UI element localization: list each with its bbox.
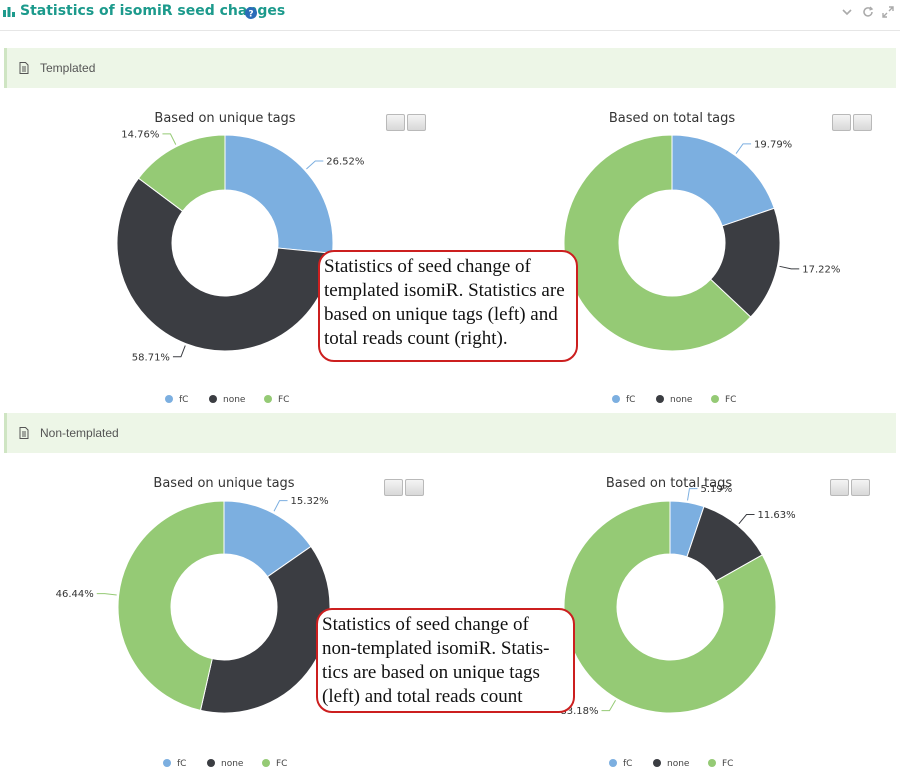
- legend-label: FC: [278, 395, 290, 405]
- section-label: Templated: [40, 61, 96, 75]
- donut-slice-fC[interactable]: [224, 134, 334, 254]
- legend-item-none[interactable]: none: [207, 759, 243, 769]
- donut-slice-FC[interactable]: [563, 134, 752, 352]
- data-label-connector: [601, 700, 616, 712]
- donut-slice-FC[interactable]: [117, 500, 225, 711]
- legend-item-none[interactable]: none: [656, 395, 692, 405]
- legend-label: fC: [177, 759, 187, 769]
- donut-slice-FC[interactable]: [563, 500, 777, 714]
- section-bar-non-templated[interactable]: Non-templated: [4, 413, 896, 453]
- donut-slice-FC[interactable]: [137, 134, 226, 212]
- legend-item-fC[interactable]: fC: [609, 759, 632, 769]
- bar-chart-icon: [2, 4, 16, 23]
- data-label-connector: [738, 514, 755, 525]
- data-label-connector: [687, 488, 698, 501]
- expand-icon[interactable]: [882, 5, 894, 23]
- legend-dot: [609, 759, 617, 767]
- donut-slice-none[interactable]: [116, 177, 334, 352]
- download-button[interactable]: [851, 479, 870, 496]
- data-label-connector: [273, 500, 288, 512]
- donut-chart: 15.32% 46.44%: [56, 496, 331, 714]
- chart-title: Based on unique tags: [154, 111, 296, 126]
- chart-title: Based on total tags: [605, 476, 733, 491]
- legend-dot: [708, 759, 716, 767]
- legend-dot: [711, 395, 719, 403]
- print-button[interactable]: [384, 479, 403, 496]
- legend-item-fC[interactable]: fC: [165, 395, 188, 405]
- data-label: 26.52%: [326, 156, 364, 167]
- legend-dot: [165, 395, 173, 403]
- legend-dot: [264, 395, 272, 403]
- legend-label: fC: [179, 395, 189, 405]
- legend-item-fC[interactable]: fC: [163, 759, 186, 769]
- annotation-callout: Statistics of seed change of non-templat…: [316, 608, 575, 713]
- document-icon: [19, 61, 29, 79]
- legend-dot: [207, 759, 215, 767]
- legend-item-none[interactable]: none: [209, 395, 245, 405]
- refresh-icon[interactable]: [862, 5, 874, 23]
- legend-label: fC: [623, 759, 633, 769]
- chart-title: Based on total tags: [608, 111, 736, 126]
- legend-item-FC[interactable]: FC: [264, 395, 289, 405]
- legend-item-FC[interactable]: FC: [708, 759, 733, 769]
- download-button[interactable]: [405, 479, 424, 496]
- legend-item-fC[interactable]: fC: [612, 395, 635, 405]
- svg-text:?: ?: [248, 10, 253, 20]
- legend-item-FC[interactable]: FC: [262, 759, 287, 769]
- print-button[interactable]: [386, 114, 405, 131]
- data-label-connector: [162, 133, 177, 145]
- panel-header: Statistics of isomiR seed changes ?: [0, 0, 900, 31]
- download-button[interactable]: [853, 114, 872, 131]
- data-label: 83.18%: [560, 706, 598, 717]
- donut-chart: 5.19% 11.63% 83.18%: [560, 484, 795, 717]
- print-button[interactable]: [832, 114, 851, 131]
- legend-label: FC: [276, 759, 288, 769]
- legend-dot: [209, 395, 217, 403]
- data-label: 58.71%: [132, 352, 170, 363]
- print-button[interactable]: [830, 479, 849, 496]
- panel-title: Statistics of isomiR seed changes: [20, 3, 286, 19]
- data-label-connector: [779, 265, 800, 270]
- data-label: 46.44%: [56, 589, 94, 600]
- donut-chart: 19.79% 17.22%: [563, 134, 840, 352]
- legend-dot: [262, 759, 270, 767]
- document-icon: [19, 426, 29, 444]
- legend-dot: [163, 759, 171, 767]
- section-bar-templated[interactable]: Templated: [4, 48, 896, 88]
- data-label: 5.19%: [700, 484, 732, 495]
- donut-chart: 26.52% 58.71% 14.76%: [116, 129, 364, 363]
- legend-label: none: [221, 759, 244, 769]
- legend-item-FC[interactable]: FC: [711, 395, 736, 405]
- legend-dot: [656, 395, 664, 403]
- data-label-connector: [172, 345, 186, 358]
- legend-label: FC: [725, 395, 737, 405]
- legend-label: FC: [722, 759, 734, 769]
- data-label-connector: [96, 593, 117, 596]
- section-label: Non-templated: [40, 426, 119, 440]
- data-label: 17.22%: [802, 264, 840, 275]
- download-button[interactable]: [407, 114, 426, 131]
- legend-item-none[interactable]: none: [653, 759, 689, 769]
- data-label-connector: [306, 160, 324, 170]
- legend-dot: [653, 759, 661, 767]
- legend-dot: [612, 395, 620, 403]
- legend-label: fC: [626, 395, 636, 405]
- chart-title: Based on unique tags: [153, 476, 295, 491]
- legend-label: none: [667, 759, 690, 769]
- legend-label: none: [223, 395, 246, 405]
- collapse-chevron-icon[interactable]: [841, 5, 853, 23]
- data-label: 14.76%: [121, 129, 159, 140]
- data-label: 19.79%: [754, 139, 792, 150]
- legend-label: none: [670, 395, 693, 405]
- annotation-callout: Statistics of seed change of templated i…: [318, 250, 578, 362]
- donut-slice-fC[interactable]: [671, 134, 775, 227]
- data-label: 15.32%: [291, 496, 329, 507]
- help-icon[interactable]: ?: [245, 6, 257, 24]
- data-label-connector: [735, 143, 752, 154]
- data-label: 11.63%: [758, 510, 796, 521]
